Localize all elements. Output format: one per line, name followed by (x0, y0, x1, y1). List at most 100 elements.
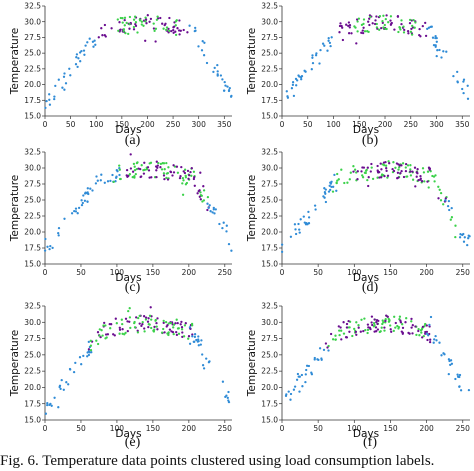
scatter-point (132, 18, 136, 21)
scatter-point (378, 330, 381, 334)
scatter-series (425, 315, 471, 392)
scatter-point (375, 15, 378, 18)
scatter-point (163, 177, 166, 181)
scatter-point (133, 15, 137, 18)
scatter-point (298, 390, 301, 393)
scatter-point (400, 169, 403, 173)
panel-label: (c) (125, 280, 141, 295)
scatter-point (286, 95, 289, 98)
scatter-point (160, 331, 164, 334)
scatter-series (426, 25, 470, 100)
scatter-point (300, 74, 304, 78)
scatter-point (370, 162, 373, 166)
scatter-point (458, 385, 461, 388)
scatter-point (181, 176, 185, 180)
scatter-point (376, 164, 379, 168)
scatter-point (227, 88, 231, 92)
scatter-point (399, 28, 402, 31)
scatter-point (199, 343, 202, 346)
scatter-point (202, 367, 206, 370)
scatter-point (410, 317, 413, 321)
scatter-point (188, 24, 191, 27)
scatter-point (140, 20, 144, 23)
scatter-point (340, 338, 343, 341)
y-tick-label: 32.5 (24, 2, 41, 11)
scatter-point (118, 177, 122, 181)
scatter-point (62, 388, 65, 391)
x-tick-label: 0 (43, 120, 48, 129)
scatter-point (64, 82, 68, 85)
scatter-point (225, 394, 228, 397)
y-axis-title: Temperature (246, 175, 258, 243)
x-tick-label: 0 (280, 120, 285, 129)
x-tick-label: 0 (280, 424, 285, 433)
scatter-point (426, 170, 430, 173)
y-tick-label: 25.0 (24, 196, 41, 205)
scatter-point (345, 322, 349, 326)
scatter-point (104, 333, 108, 336)
scatter-point (104, 35, 107, 38)
scatter-point (184, 174, 187, 177)
scatter-point (415, 171, 418, 174)
scatter-point (438, 188, 441, 191)
scatter-point (341, 26, 344, 29)
scatter-point (356, 30, 359, 33)
scatter-point (219, 74, 223, 77)
y-tick-label: 17.5 (261, 244, 278, 253)
scatter-point (178, 19, 181, 22)
x-tick-label: 350 (217, 120, 232, 129)
scatter-point (466, 97, 470, 100)
scatter-point (229, 95, 233, 98)
scatter-point (404, 162, 408, 166)
scatter-series (352, 160, 447, 203)
scatter-point (197, 189, 200, 193)
scatter-point (172, 332, 175, 336)
scatter-point (205, 357, 208, 360)
scatter-point (187, 335, 191, 338)
scatter-point (341, 38, 345, 42)
scatter-point (149, 17, 153, 21)
scatter-point (360, 31, 363, 34)
scatter-point (348, 23, 352, 27)
scatter-point (203, 41, 206, 44)
scatter-point (88, 37, 91, 40)
scatter-point (413, 26, 416, 29)
y-axis-title: Temperature (9, 175, 21, 243)
scatter-point (348, 178, 351, 181)
scatter-point (378, 176, 381, 179)
scatter-point (442, 203, 445, 206)
scatter-point (142, 172, 146, 175)
scatter-point (156, 317, 159, 320)
scatter-point (164, 320, 168, 324)
scatter-point (340, 329, 343, 332)
scatter-point (456, 375, 460, 378)
scatter-point (426, 27, 429, 31)
scatter-point (373, 22, 377, 26)
scatter-point (172, 164, 175, 167)
scatter-point (434, 34, 437, 38)
figure-caption: Fig. 6. Temperature data points clustere… (0, 453, 435, 469)
scatter-point (148, 162, 151, 165)
y-tick-label: 30.0 (24, 318, 41, 327)
scatter-point (124, 317, 128, 320)
scatter-point (400, 164, 403, 167)
scatter-point (177, 327, 180, 330)
scatter-point (195, 338, 198, 342)
scatter-point (126, 329, 129, 333)
scatter-point (376, 322, 379, 326)
scatter-point (225, 230, 228, 233)
scatter-point (404, 169, 408, 173)
scatter-point (188, 326, 192, 329)
scatter-point (178, 33, 181, 36)
scatter-point (168, 328, 172, 331)
scatter-point (225, 224, 228, 227)
scatter-point (73, 209, 76, 213)
scatter-point (122, 28, 126, 31)
scatter-point (191, 335, 194, 338)
scatter-point (86, 355, 89, 358)
scatter-point (380, 26, 383, 30)
scatter-point (366, 166, 369, 169)
scatter-point (80, 203, 84, 207)
scatter-point (449, 218, 452, 221)
scatter-point (322, 195, 325, 198)
